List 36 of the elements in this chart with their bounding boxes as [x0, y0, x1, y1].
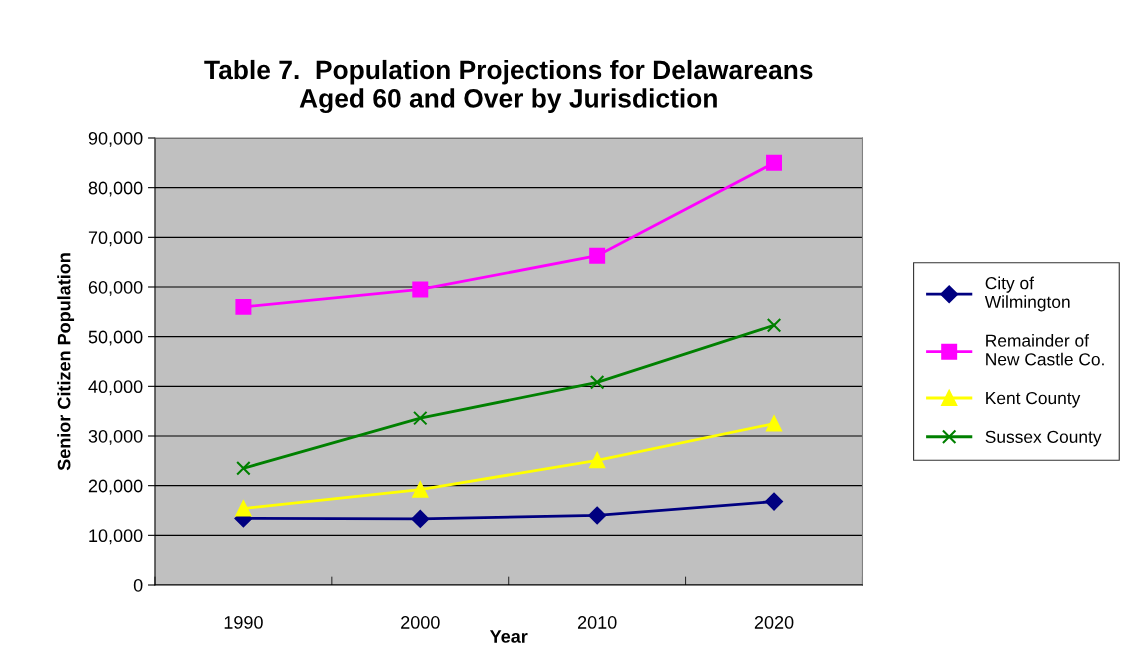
- y-axis-title: Senior Citizen Population: [57, 253, 75, 471]
- point: [412, 410, 428, 426]
- point: [766, 317, 782, 333]
- point: [412, 281, 429, 298]
- y-tick-label: 70,000: [88, 231, 143, 247]
- x-axis-title: Year: [489, 630, 528, 643]
- y-tick-label: 80,000: [88, 181, 143, 197]
- y-tick-label: 60,000: [88, 280, 143, 296]
- point: [412, 481, 429, 498]
- legend-label: City of Wilmington: [984, 276, 1070, 312]
- legend-label: Kent County: [986, 391, 1081, 408]
- point: [236, 460, 251, 476]
- x-tick-label: 2000: [401, 616, 440, 629]
- point: [589, 247, 606, 264]
- point: [766, 154, 783, 171]
- y-tick-label: 10,000: [89, 529, 143, 545]
- point: [765, 492, 783, 511]
- x-tick-label: 1990: [224, 616, 263, 629]
- y-tick-label: 40,000: [88, 380, 143, 396]
- y-tick-label: 20,000: [88, 479, 143, 495]
- point: [588, 506, 607, 525]
- point: [235, 298, 252, 315]
- y-tick-label: 30,000: [88, 429, 143, 445]
- point: [589, 452, 606, 469]
- point: [589, 375, 605, 390]
- point: [235, 500, 252, 517]
- point: [766, 415, 783, 432]
- legend-label: Remainder of New Castle Co.: [986, 334, 1104, 366]
- y-tick-label: 50,000: [88, 330, 143, 346]
- y-tick-label: 90,000: [88, 131, 143, 147]
- point: [411, 510, 430, 528]
- chart-title: Table 7. Population Projections for Delawareans Aged 60 and Over by Jurisdiction: [204, 59, 813, 114]
- x-tick-label: 2020: [754, 616, 794, 629]
- x-tick-label: 2010: [577, 616, 617, 629]
- legend-label: Sussex County: [985, 430, 1102, 447]
- y-tick-label: 0: [133, 578, 143, 592]
